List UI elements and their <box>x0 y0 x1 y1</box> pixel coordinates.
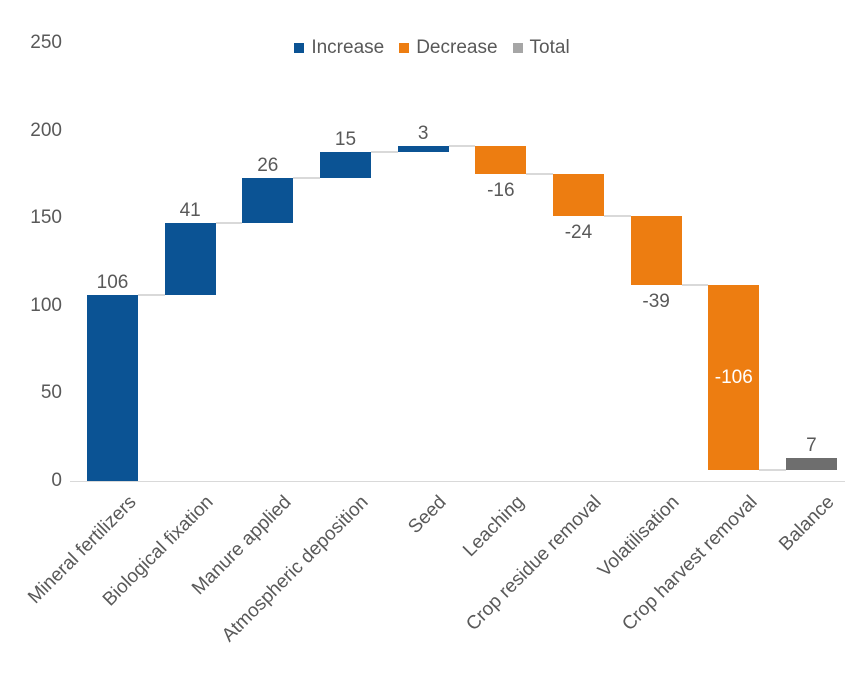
value-label-balance: 7 <box>806 435 817 457</box>
value-label-atmospheric-deposition: 15 <box>334 128 357 150</box>
chart-legend: Increase Decrease Total <box>0 37 864 59</box>
bar-crop-harvest-removal <box>708 284 760 471</box>
legend-swatch-decrease-icon <box>399 43 410 53</box>
value-label-mineral-fertilizers: 106 <box>96 272 129 294</box>
value-label-manure-applied: 26 <box>257 154 279 176</box>
bar-leaching <box>475 146 527 175</box>
value-label-volatilisation: -39 <box>642 290 670 312</box>
connector-line <box>293 176 320 179</box>
legend-label-decrease: Decrease <box>416 37 498 58</box>
legend-item-increase: Increase <box>294 37 384 59</box>
bar-biological-fixation <box>164 223 216 296</box>
y-tick-label: 200 <box>30 119 62 141</box>
y-tick-label: 50 <box>40 382 62 404</box>
y-tick-label: 150 <box>30 207 62 229</box>
bar-seed <box>397 146 449 152</box>
value-label-leaching: -16 <box>487 180 515 202</box>
connector-line <box>138 294 165 297</box>
y-tick-label: 100 <box>30 294 62 316</box>
connector-line <box>448 145 476 148</box>
bar-manure-applied <box>242 177 294 224</box>
connector-line <box>526 173 553 176</box>
y-tick-label: 250 <box>30 32 62 53</box>
value-label-crop-harvest-removal: -106 <box>714 366 753 388</box>
connector-line <box>370 150 398 153</box>
x-axis-line <box>70 481 845 482</box>
bar-crop-residue-removal <box>552 174 604 217</box>
legend-item-decrease: Decrease <box>399 37 498 59</box>
bar-mineral-fertilizers <box>87 295 138 481</box>
legend-swatch-increase-icon <box>294 43 305 53</box>
connector-line <box>759 469 786 472</box>
value-label-biological-fixation: 41 <box>179 200 201 222</box>
bar-volatilisation <box>630 216 682 285</box>
connector-line <box>603 215 631 218</box>
bar-balance <box>785 458 837 471</box>
legend-label-total: Total <box>529 37 570 58</box>
legend-label-increase: Increase <box>311 37 385 58</box>
value-label-crop-residue-removal: -24 <box>564 222 593 244</box>
connector-line <box>681 283 709 286</box>
y-tick-label: 0 <box>51 470 62 491</box>
connector-line <box>215 222 243 225</box>
legend-item-total: Total <box>512 37 570 59</box>
value-label-seed: 3 <box>417 123 429 145</box>
bar-atmospheric-deposition <box>319 151 371 178</box>
legend-swatch-total-icon <box>512 43 523 53</box>
